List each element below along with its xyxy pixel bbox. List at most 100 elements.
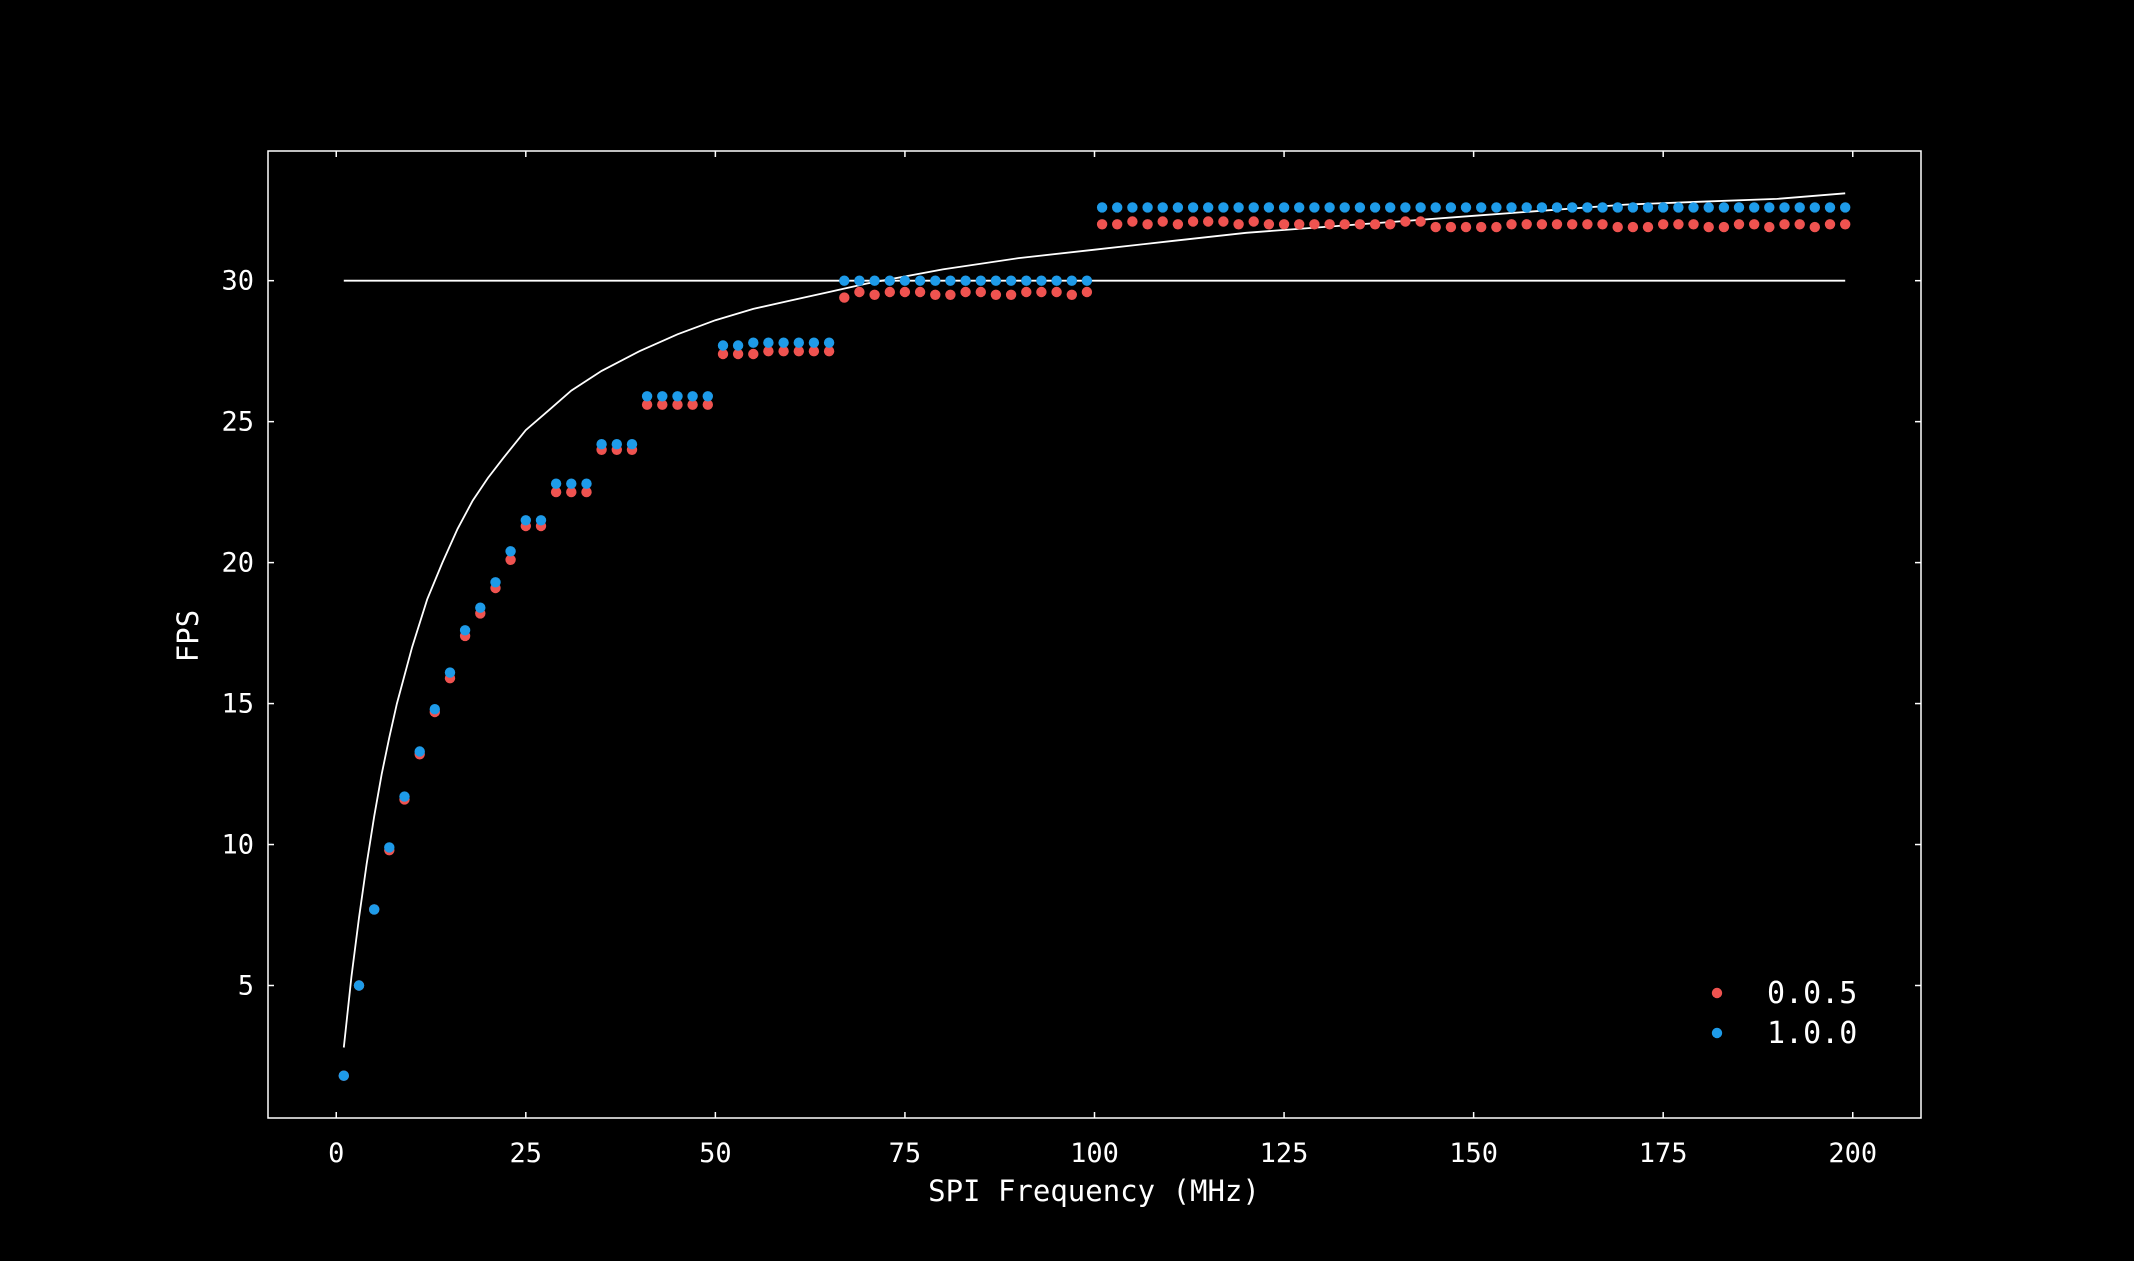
y-tick-label: 25 bbox=[221, 407, 254, 438]
data-point bbox=[1779, 219, 1790, 230]
data-point bbox=[369, 904, 380, 915]
data-point bbox=[581, 478, 592, 489]
data-point bbox=[1673, 219, 1684, 230]
data-point bbox=[1536, 219, 1548, 230]
data-point bbox=[1582, 202, 1593, 213]
data-point bbox=[1172, 202, 1184, 213]
data-point bbox=[960, 286, 971, 298]
data-point bbox=[641, 399, 653, 410]
data-point bbox=[490, 577, 501, 588]
data-point bbox=[1718, 221, 1730, 233]
data-point bbox=[1824, 202, 1836, 213]
data-point bbox=[1385, 202, 1396, 213]
data-point bbox=[854, 286, 865, 298]
data-point bbox=[1081, 275, 1093, 286]
data-point bbox=[566, 486, 577, 498]
x-tick-label: 150 bbox=[1449, 1138, 1498, 1169]
data-point bbox=[429, 704, 440, 715]
data-point bbox=[1369, 202, 1381, 213]
data-point bbox=[1506, 219, 1517, 230]
data-point bbox=[732, 340, 744, 351]
data-point bbox=[1521, 219, 1532, 230]
data-point bbox=[1415, 216, 1426, 227]
data-point bbox=[1369, 219, 1381, 230]
y-tick-label: 10 bbox=[221, 830, 254, 861]
data-point bbox=[1354, 202, 1366, 213]
data-point bbox=[1354, 219, 1366, 230]
data-point bbox=[1612, 202, 1623, 213]
data-point bbox=[1718, 202, 1730, 213]
data-point bbox=[535, 515, 547, 526]
data-point bbox=[1324, 219, 1335, 230]
data-point bbox=[839, 292, 850, 303]
data-point bbox=[1809, 202, 1821, 213]
data-point bbox=[1764, 202, 1775, 213]
data-point bbox=[1278, 219, 1290, 230]
x-tick-label: 200 bbox=[1828, 1138, 1877, 1169]
data-point bbox=[763, 346, 774, 357]
data-point bbox=[778, 337, 789, 348]
data-point bbox=[1051, 286, 1062, 298]
data-point bbox=[1021, 286, 1032, 298]
x-tick-label: 175 bbox=[1639, 1138, 1688, 1169]
data-point bbox=[1658, 219, 1669, 230]
y-axis-ticks: 5 10 15 20 25 30 bbox=[221, 266, 1921, 1001]
data-point bbox=[1339, 219, 1350, 230]
data-point bbox=[1218, 216, 1229, 227]
data-point bbox=[1476, 202, 1487, 213]
data-point bbox=[884, 275, 895, 286]
data-point bbox=[1066, 289, 1078, 300]
data-point bbox=[1460, 202, 1472, 213]
data-point bbox=[641, 391, 653, 402]
data-point bbox=[1764, 221, 1775, 233]
data-point bbox=[975, 286, 986, 298]
data-point bbox=[1794, 219, 1805, 230]
data-point bbox=[1840, 202, 1851, 213]
data-point bbox=[1430, 202, 1441, 213]
data-point bbox=[1309, 219, 1320, 230]
data-point bbox=[1400, 202, 1411, 213]
x-axis-label: SPI Frequency (MHz) bbox=[928, 1174, 1260, 1208]
data-point bbox=[1157, 216, 1168, 227]
data-point bbox=[1840, 219, 1851, 230]
data-point bbox=[1005, 275, 1017, 286]
data-point bbox=[1491, 202, 1502, 213]
data-point bbox=[808, 337, 820, 348]
data-point bbox=[1021, 275, 1032, 286]
data-point bbox=[1521, 202, 1532, 213]
data-point bbox=[763, 337, 774, 348]
data-point bbox=[566, 478, 577, 489]
data-point bbox=[1385, 219, 1396, 230]
data-point bbox=[1445, 221, 1457, 233]
data-point bbox=[1309, 202, 1320, 213]
data-point bbox=[1066, 275, 1078, 286]
data-point bbox=[1430, 221, 1441, 233]
data-point bbox=[717, 340, 729, 351]
data-point bbox=[1506, 202, 1517, 213]
legend-label: 1.0.0 bbox=[1767, 1016, 1857, 1051]
data-point bbox=[1688, 202, 1699, 213]
data-point bbox=[1749, 202, 1760, 213]
data-point bbox=[1127, 202, 1138, 213]
data-point bbox=[869, 275, 880, 286]
data-point bbox=[1582, 219, 1593, 230]
data-point bbox=[505, 546, 516, 557]
data-point bbox=[1703, 221, 1714, 233]
data-point bbox=[1096, 202, 1108, 213]
data-point bbox=[1658, 202, 1669, 213]
data-point bbox=[1233, 202, 1244, 213]
y-tick-label: 15 bbox=[221, 689, 254, 720]
data-point bbox=[1233, 219, 1244, 230]
data-point bbox=[1036, 275, 1047, 286]
data-point bbox=[1248, 216, 1259, 227]
data-point bbox=[1203, 202, 1214, 213]
data-point bbox=[884, 286, 895, 298]
data-point bbox=[990, 275, 1002, 286]
data-point bbox=[1567, 219, 1578, 230]
data-point bbox=[1112, 219, 1123, 230]
series-1-0-0 bbox=[338, 202, 1851, 1081]
data-point bbox=[793, 337, 804, 348]
data-point bbox=[839, 275, 850, 286]
data-point bbox=[1339, 202, 1350, 213]
